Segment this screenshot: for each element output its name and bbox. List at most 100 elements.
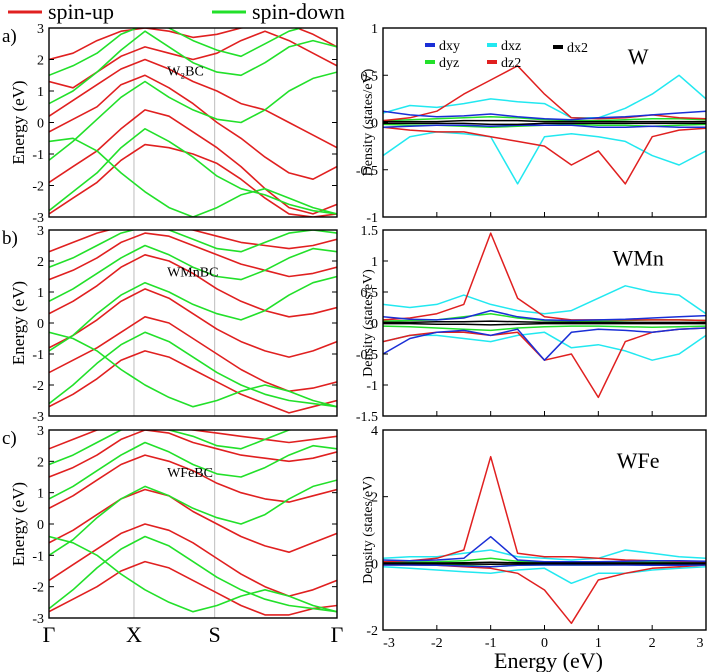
dos-dz2-down xyxy=(383,126,706,185)
band-spin-down-4 xyxy=(49,331,337,408)
band-ytick-label: 2 xyxy=(37,455,44,470)
band-ytick-label: -1 xyxy=(32,148,44,163)
panel-tag: c) xyxy=(2,428,17,449)
dos-dx2-down xyxy=(383,122,706,126)
dos-panel-3: -2 0 2 4 -3 -2 -1 0 1 2 3 Density (states/eV) WFe Ene… xyxy=(361,424,707,672)
dos-dx2-down xyxy=(383,562,706,566)
dos-panel-1: -1 -0.5 0 0.5 1 Density (states/eV) W xyxy=(356,22,707,226)
band-ytick-label: -3 xyxy=(32,612,44,627)
band-ytick-label: -3 xyxy=(32,410,44,425)
dos-panel-2: -1.5 -1 -0.5 0 0.5 1 1.5 Density (states/eV) WMn xyxy=(356,224,707,425)
dos-dxy-down xyxy=(383,124,706,128)
band-spin-down-1 xyxy=(49,479,337,556)
band-ylabel: Energy (eV) xyxy=(9,482,28,566)
band-spin-down-1 xyxy=(49,275,337,352)
dos-ytick-label: 1.5 xyxy=(361,224,379,239)
dos-ytick-label: 1 xyxy=(371,255,378,270)
band-spin-up-3 xyxy=(49,58,337,149)
band-ytick-label: 3 xyxy=(37,22,44,37)
band-ytick-label: -1 xyxy=(32,348,44,363)
legend-label-spin-up: spin-up xyxy=(48,0,114,24)
band-lines xyxy=(49,28,337,217)
kpoint-label: X xyxy=(126,622,142,647)
dos-compound-label: W xyxy=(628,44,649,69)
panel-tag: a) xyxy=(2,26,17,47)
dos-dyz-down xyxy=(383,325,706,332)
legend-label-spin-down: spin-down xyxy=(252,0,345,24)
dos-curves xyxy=(383,232,706,399)
band-spin-up-4 xyxy=(49,30,337,89)
dos-dxz-up xyxy=(383,74,706,119)
dos-xtick-label: -1 xyxy=(485,636,497,651)
dos-curves xyxy=(383,65,706,185)
band-spin-down-2 xyxy=(49,244,337,303)
band-spin-down-1 xyxy=(49,71,337,161)
band-ytick-label: -2 xyxy=(32,581,44,596)
dos-ytick-label: 0 xyxy=(371,557,378,572)
dos-legend-label-dx2: dx2 xyxy=(567,41,588,56)
dos-dxy-up xyxy=(383,110,706,121)
band-spin-up-5 xyxy=(49,230,337,253)
band-ytick-label: -2 xyxy=(32,180,44,195)
dos-dyz-up xyxy=(383,116,706,122)
dos-dxz-up xyxy=(383,285,706,315)
compound-label: WFeBC xyxy=(167,466,213,481)
dos-dz2-down xyxy=(383,564,706,625)
dos-compound-label: WMn xyxy=(613,245,664,270)
band-panel-3: -3 -2 -1 0 1 2 3 Energy (eV) c) WFeBC Γ X S Γ xyxy=(2,424,344,647)
dos-legend: dxy dxz dx2 dyz dz2 xyxy=(425,39,588,71)
band-ytick-label: 0 xyxy=(37,117,44,132)
band-panel-2: -3 -2 -1 0 1 2 3 Energy (eV) b) WMnBC xyxy=(2,224,338,425)
dos-dx2-up xyxy=(383,320,706,324)
dos-dx2-up xyxy=(383,119,706,123)
band-spin-up-1 xyxy=(49,523,337,597)
dos-legend-label-dxy: dxy xyxy=(439,39,460,54)
dos-ytick-label: 2 xyxy=(371,491,378,506)
dos-legend-label-dxz: dxz xyxy=(501,39,521,54)
band-spin-down-0 xyxy=(49,535,337,613)
band-spin-up-4 xyxy=(49,430,337,478)
dos-ytick-label: 0 xyxy=(371,117,378,132)
band-spin-up-0 xyxy=(49,560,337,616)
band-spin-up-4 xyxy=(49,232,337,281)
band-panel-1: -3 -2 -1 0 1 2 3 Energy (eV) a) W₂BC xyxy=(2,22,338,226)
band-ytick-label: 2 xyxy=(37,255,44,270)
band-ytick-label: 1 xyxy=(37,286,44,301)
dos-ytick-label: 0 xyxy=(371,317,378,332)
kpoint-label: S xyxy=(208,622,220,647)
band-spin-up-0 xyxy=(49,350,337,414)
band-spin-down-3 xyxy=(49,230,337,268)
band-spin-down-2 xyxy=(49,30,337,105)
dos-dxy-down xyxy=(383,327,706,361)
band-spin-up-2 xyxy=(49,288,337,358)
dos-dxz-down xyxy=(383,331,706,361)
dos-dx2-up xyxy=(383,561,706,564)
band-ytick-label: 1 xyxy=(37,487,44,502)
dos-xtick-label: 3 xyxy=(697,636,704,651)
band-spin-up-5 xyxy=(49,430,337,450)
dos-frame xyxy=(382,27,707,218)
band-ytick-label: 0 xyxy=(37,518,44,533)
dos-ytick-label: 4 xyxy=(371,424,378,439)
band-spin-up-1 xyxy=(49,316,337,392)
dos-dxz-down xyxy=(383,131,706,185)
band-spin-down-3 xyxy=(49,430,337,466)
dos-ylabel: Density (states/eV) xyxy=(361,476,376,584)
dos-ylabel: Density (states/eV) xyxy=(361,269,376,377)
band-ytick-label: -1 xyxy=(32,549,44,564)
dos-xtick-label: 0 xyxy=(541,636,548,651)
dos-xtick-label: 2 xyxy=(649,636,656,651)
dos-xtick-label: -2 xyxy=(431,636,443,651)
kpoint-label: Γ xyxy=(331,622,344,647)
band-spin-down-4 xyxy=(49,535,337,613)
band-structure-panels: -3 -2 -1 0 1 2 3 Energy (eV) a) W₂BC -3 -2 -1 0 1 2 3 Ene… xyxy=(2,22,344,647)
dos-dxy-down xyxy=(383,564,706,568)
band-spin-down-3 xyxy=(49,28,337,77)
dos-ytick-label: 0.5 xyxy=(361,69,379,84)
band-ytick-label: 3 xyxy=(37,224,44,239)
band-spin-up-3 xyxy=(49,454,337,510)
band-ytick-label: 0 xyxy=(37,317,44,332)
dos-ytick-label: -1 xyxy=(366,211,378,226)
